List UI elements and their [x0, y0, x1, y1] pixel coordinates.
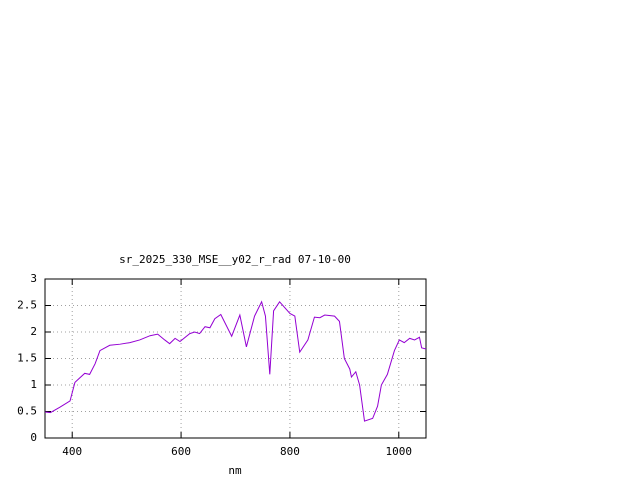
y-tick-label: 1: [30, 378, 37, 391]
data-line: [44, 300, 427, 422]
x-tick-label: 800: [280, 445, 300, 458]
y-tick-label: 2: [30, 325, 37, 338]
x-axis-label: nm: [228, 464, 242, 477]
x-tick-label: 1000: [386, 445, 413, 458]
x-tick-label: 400: [62, 445, 82, 458]
x-tick-label: 600: [171, 445, 191, 458]
y-tick-label: 0: [30, 431, 37, 444]
y-tick-label: 3: [30, 272, 37, 285]
chart-title: sr_2025_330_MSE__y02_r_rad 07-10-00: [119, 253, 351, 266]
y-tick-label: 1.5: [17, 352, 37, 365]
plot-frame: [44, 278, 427, 439]
y-tick-label: 0.5: [17, 405, 37, 418]
y-tick-label: 2.5: [17, 299, 37, 312]
